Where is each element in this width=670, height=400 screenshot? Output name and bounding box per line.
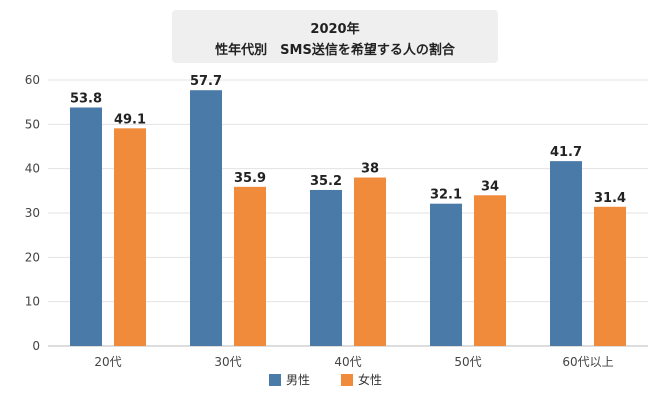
chart-title: 2020年 — [310, 22, 360, 37]
y-tick-label: 30 — [25, 206, 40, 220]
y-tick-label: 40 — [25, 162, 40, 176]
data-label: 32.1 — [430, 188, 462, 203]
bar — [354, 177, 386, 346]
x-tick-label: 60代以上 — [562, 355, 613, 369]
data-label: 49.1 — [114, 112, 146, 127]
data-label: 53.8 — [70, 91, 102, 106]
y-tick-label: 60 — [25, 73, 40, 87]
y-tick-label: 0 — [32, 339, 40, 353]
x-tick-label: 40代 — [334, 355, 361, 369]
chart-subtitle: 性年代別 SMS送信を希望する人の割合 — [215, 43, 455, 58]
bar — [190, 90, 222, 347]
bar — [474, 195, 506, 346]
bar — [550, 161, 582, 346]
data-label: 38 — [361, 162, 379, 177]
data-label: 35.9 — [234, 171, 266, 186]
bar — [310, 189, 342, 346]
x-tick-label: 20代 — [94, 355, 121, 369]
data-label: 35.2 — [310, 174, 342, 189]
data-label: 41.7 — [550, 145, 582, 160]
bar — [70, 107, 102, 346]
bar — [430, 203, 462, 346]
y-tick-label: 20 — [25, 250, 40, 264]
legend-label: 男性 — [286, 373, 310, 387]
y-tick-label: 50 — [25, 117, 40, 131]
bar — [594, 206, 626, 346]
chart-title-box: 2020年 性年代別 SMS送信を希望する人の割合 — [172, 10, 498, 63]
x-tick-label: 50代 — [454, 355, 481, 369]
y-tick-label: 10 — [25, 295, 40, 309]
legend-swatch — [341, 374, 353, 386]
legend-label: 女性 — [358, 372, 382, 387]
bar — [234, 186, 266, 346]
data-label: 31.4 — [594, 191, 626, 206]
data-label: 57.7 — [190, 74, 222, 89]
data-label: 34 — [481, 179, 499, 194]
legend-swatch — [269, 374, 281, 386]
x-tick-label: 30代 — [214, 355, 241, 369]
bar — [114, 128, 146, 346]
